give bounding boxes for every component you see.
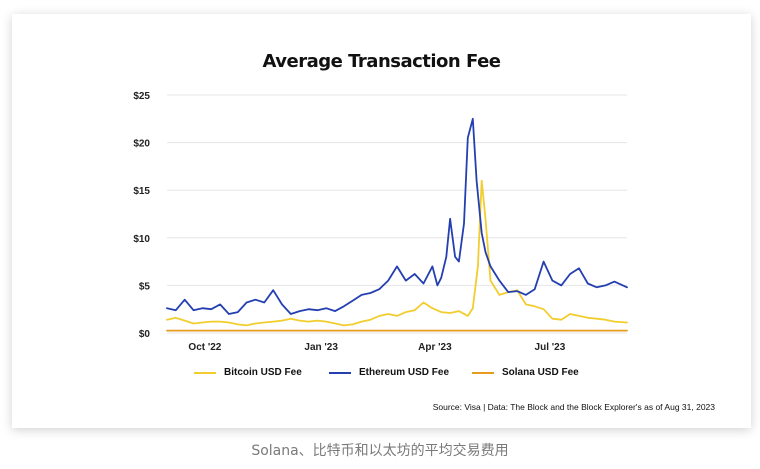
ethereum-fee-line	[166, 117, 628, 315]
x-tick-label: Apr '23	[418, 342, 452, 353]
legend-label-solana: Solana USD Fee	[502, 367, 579, 378]
legend-label-ethereum: Ethereum USD Fee	[359, 367, 450, 378]
y-tick-label: $15	[133, 186, 150, 197]
plot-area: $0 $5 $10 $15 $20 $25 Oct '22 Jan '23 Apr '23 Ju…	[133, 91, 628, 353]
legend-label-bitcoin: Bitcoin USD Fee	[224, 367, 302, 378]
y-tick-label: $5	[139, 281, 151, 292]
legend-swatch-ethereum	[329, 371, 351, 374]
y-tick-label: $10	[133, 234, 150, 245]
legend-item-solana: Solana USD Fee	[472, 367, 579, 378]
source-note: Source: Visa | Data: The Block and the B…	[432, 402, 715, 412]
legend-item-bitcoin: Bitcoin USD Fee	[194, 367, 302, 378]
x-tick-label: Jan '23	[304, 342, 338, 353]
y-tick-label: $20	[133, 139, 150, 150]
y-tick-label: $25	[133, 91, 150, 102]
x-tick-label: Jul '23	[535, 342, 566, 353]
chart-card: Average Transaction Fee $0 $5 $10 $15 $20 $25…	[12, 14, 751, 428]
legend-swatch-solana	[472, 371, 494, 374]
legend: Bitcoin USD Fee Ethereum USD Fee Solana …	[12, 367, 751, 383]
x-tick-label: Oct '22	[188, 342, 221, 353]
image-caption: Solana、比特币和以太坊的平均交易费用	[251, 443, 509, 459]
y-tick-label: $0	[139, 329, 151, 340]
bitcoin-fee-line	[166, 179, 628, 327]
legend-swatch-bitcoin	[194, 371, 216, 374]
chart-title: Average Transaction Fee	[262, 51, 502, 72]
legend-item-ethereum: Ethereum USD Fee	[329, 367, 449, 378]
